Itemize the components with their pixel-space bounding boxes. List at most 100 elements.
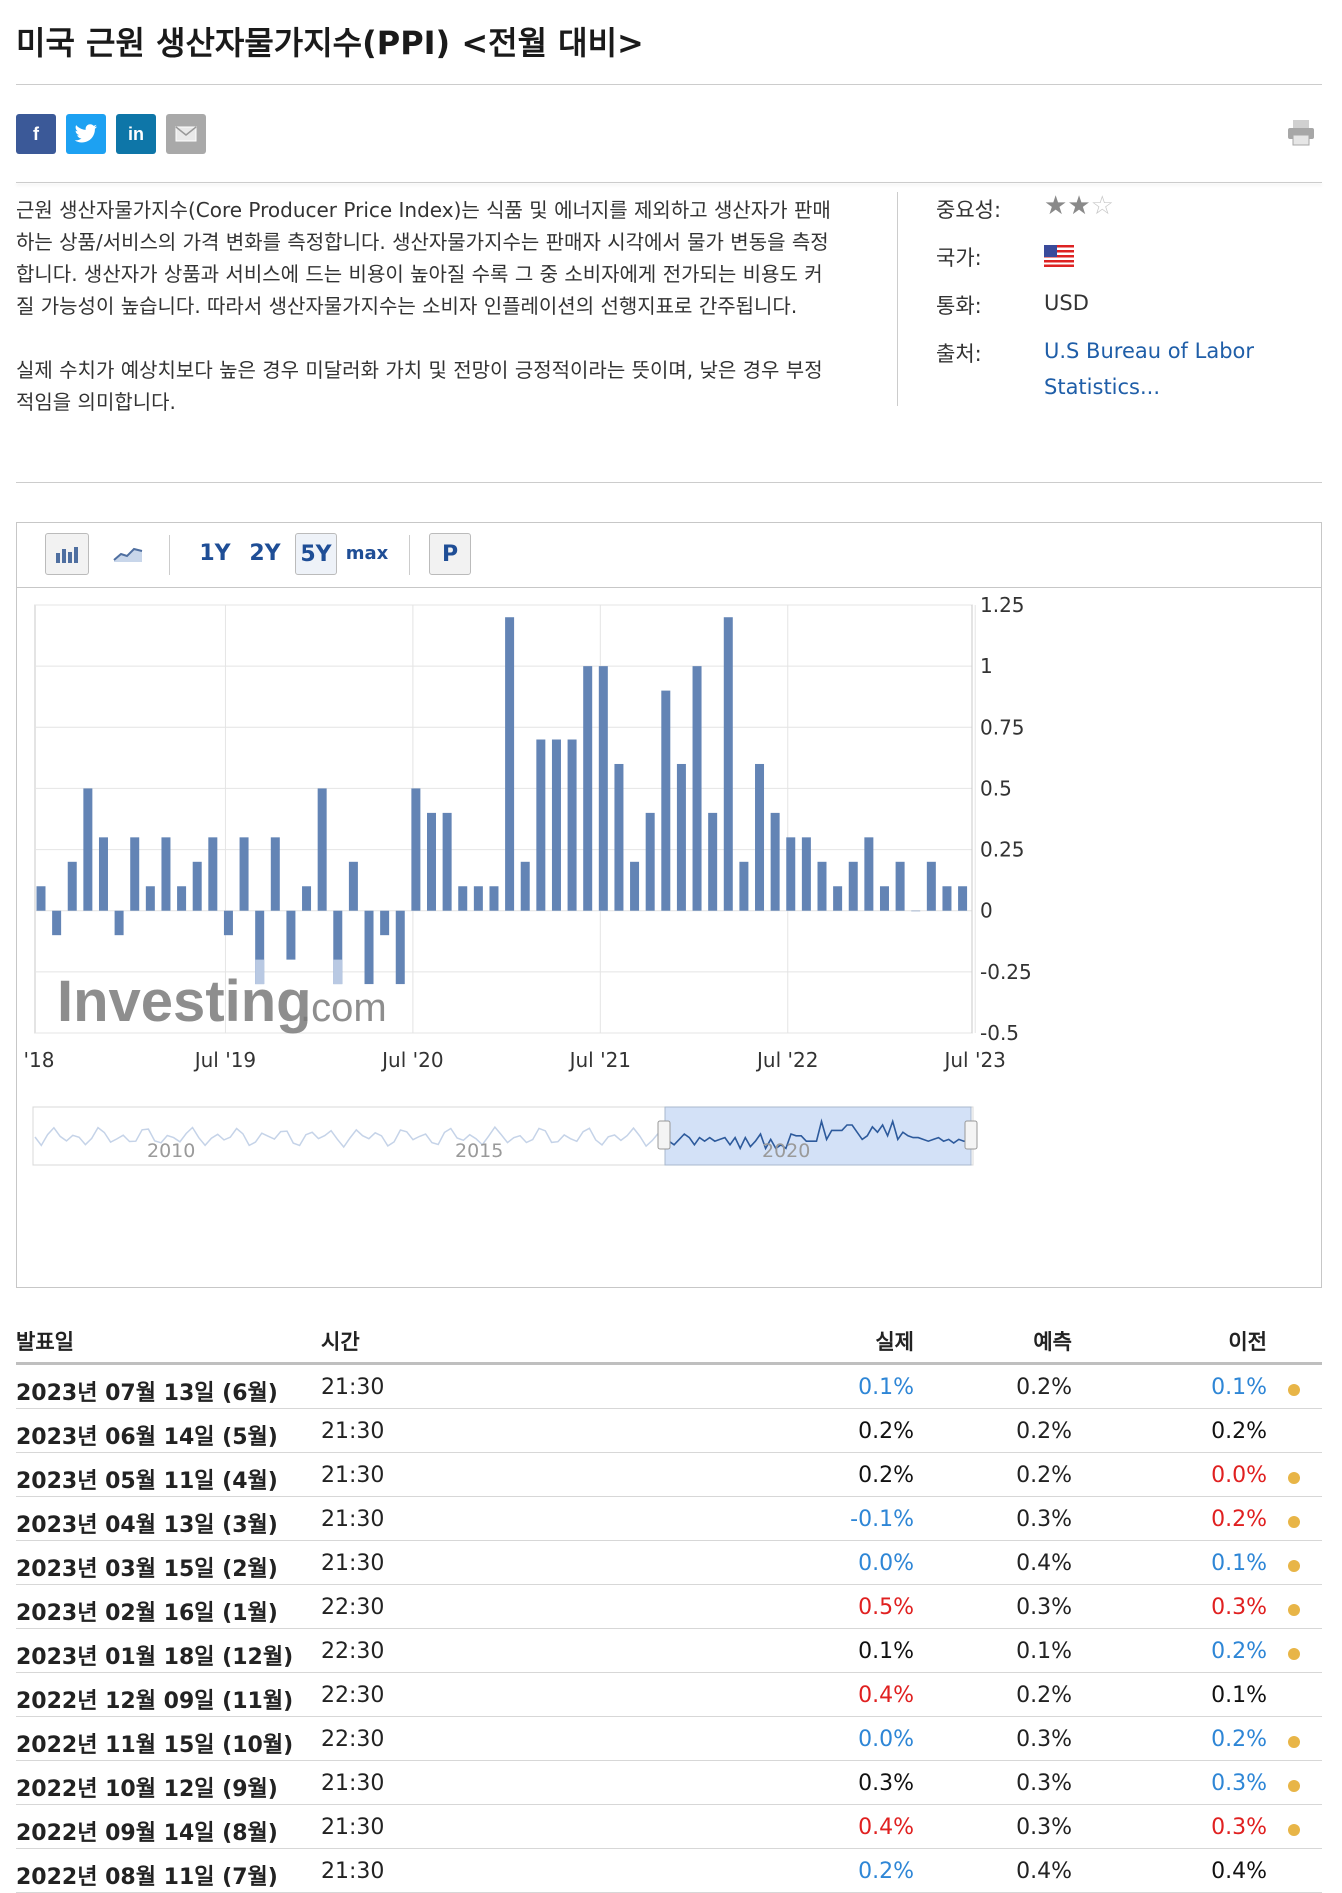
bar[interactable]	[130, 837, 140, 911]
revision-dot-icon[interactable]	[1288, 1604, 1300, 1616]
bar[interactable]	[661, 690, 671, 911]
bar[interactable]	[895, 861, 905, 911]
bar[interactable]	[83, 788, 93, 911]
bar[interactable]	[98, 837, 108, 911]
bar[interactable]	[161, 837, 171, 911]
bar[interactable]	[942, 886, 952, 911]
watermark-suffix: .com	[300, 986, 387, 1030]
revision-dot-icon[interactable]	[1288, 1648, 1300, 1660]
bar[interactable]	[192, 861, 202, 911]
bar[interactable]	[442, 812, 452, 911]
forecast-value: 0.2%	[1016, 1375, 1072, 1400]
source-link[interactable]: U.S Bureau of Labor Statistics...	[1044, 339, 1255, 399]
bar[interactable]	[755, 763, 765, 911]
bar[interactable]	[708, 812, 718, 911]
twitter-share-button[interactable]	[66, 114, 106, 154]
bar[interactable]	[801, 837, 811, 911]
bar[interactable]	[52, 910, 62, 936]
range-1y-button[interactable]: 1Y	[199, 540, 231, 566]
bar[interactable]	[583, 666, 593, 911]
p-button[interactable]: P	[429, 533, 471, 575]
bar[interactable]	[723, 617, 733, 911]
bar[interactable]	[879, 886, 889, 911]
range-2y-button[interactable]: 2Y	[249, 540, 281, 566]
bar[interactable]	[239, 837, 249, 911]
bar[interactable]	[302, 886, 312, 911]
facebook-share-button[interactable]: f	[16, 114, 56, 154]
bar[interactable]	[536, 739, 546, 911]
revision-dot-icon[interactable]	[1288, 1516, 1300, 1528]
bar[interactable]	[817, 861, 827, 911]
navigator-left-handle[interactable]	[657, 1120, 671, 1150]
bar[interactable]	[333, 910, 343, 985]
previous-value: 0.0%	[1211, 1463, 1267, 1488]
bar[interactable]	[848, 861, 858, 911]
release-time: 22:30	[321, 1639, 385, 1664]
bar[interactable]	[692, 666, 702, 911]
bar[interactable]	[270, 837, 280, 911]
revision-dot-icon[interactable]	[1288, 1780, 1300, 1792]
bar[interactable]	[255, 910, 265, 985]
area-chart-button[interactable]	[107, 533, 149, 573]
range-5y-button[interactable]: 5Y	[295, 533, 337, 575]
bar[interactable]	[427, 812, 436, 911]
bar[interactable]	[348, 861, 358, 911]
range-navigator[interactable]: 2010 2015 2020	[32, 1106, 978, 1166]
bar[interactable]	[833, 886, 843, 911]
bar[interactable]	[567, 739, 577, 911]
header-date[interactable]: 발표일	[16, 1330, 74, 1354]
bar-chart-button[interactable]	[45, 533, 89, 575]
bar[interactable]	[958, 886, 968, 911]
bar[interactable]	[286, 910, 296, 960]
bar[interactable]	[676, 763, 686, 911]
bar[interactable]	[145, 886, 155, 911]
bar[interactable]	[770, 812, 780, 911]
bar[interactable]	[864, 837, 874, 911]
bar[interactable]	[473, 886, 483, 911]
bar[interactable]	[505, 617, 515, 911]
navigator-right-handle[interactable]	[964, 1120, 978, 1150]
bar[interactable]	[520, 861, 530, 911]
release-date: 2023년 01월 18일 (12월)	[16, 1645, 294, 1670]
revision-dot-icon[interactable]	[1288, 1824, 1300, 1836]
bar[interactable]	[630, 861, 640, 911]
email-share-button[interactable]	[166, 114, 206, 154]
bar[interactable]	[364, 910, 374, 985]
actual-value: 0.2%	[858, 1463, 914, 1488]
bar[interactable]	[458, 886, 468, 911]
bar[interactable]	[598, 666, 608, 911]
bar[interactable]	[926, 861, 936, 911]
range-max-button[interactable]: max	[345, 542, 389, 564]
bar[interactable]	[411, 788, 421, 911]
bar[interactable]	[645, 812, 655, 911]
bar[interactable]	[380, 910, 390, 936]
revision-dot-icon[interactable]	[1288, 1384, 1300, 1396]
bar[interactable]	[67, 861, 77, 911]
bar[interactable]	[208, 837, 218, 911]
bar[interactable]	[223, 910, 233, 936]
bar[interactable]	[489, 886, 499, 911]
event-description: 근원 생산자물가지수(Core Producer Price Index)는 식…	[16, 194, 836, 450]
bar[interactable]	[739, 861, 749, 911]
actual-value: 0.1%	[858, 1639, 914, 1664]
bar[interactable]	[786, 837, 796, 911]
bar[interactable]	[114, 910, 124, 936]
bar[interactable]	[177, 886, 187, 911]
revision-dot-icon[interactable]	[1288, 1472, 1300, 1484]
printer-icon[interactable]	[1286, 118, 1316, 148]
release-date: 2022년 10월 12일 (9월)	[16, 1777, 278, 1802]
bar[interactable]	[36, 886, 46, 911]
title-divider	[16, 84, 1322, 85]
revision-dot-icon[interactable]	[1288, 1560, 1300, 1572]
release-date: 2023년 02월 16일 (1월)	[16, 1601, 278, 1626]
header-previous: 이전	[1228, 1330, 1267, 1354]
linkedin-share-button[interactable]: in	[116, 114, 156, 154]
bar[interactable]	[395, 910, 405, 985]
bar[interactable]	[911, 910, 921, 912]
bar[interactable]	[551, 739, 561, 911]
previous-value: 0.2%	[1211, 1727, 1267, 1752]
history-table: 발표일 시간 실제 예측 이전 2023년 07월 13일 (6월) 21:30 0…	[16, 1318, 1322, 1893]
bar[interactable]	[614, 763, 624, 911]
bar[interactable]	[317, 788, 327, 911]
revision-dot-icon[interactable]	[1288, 1736, 1300, 1748]
